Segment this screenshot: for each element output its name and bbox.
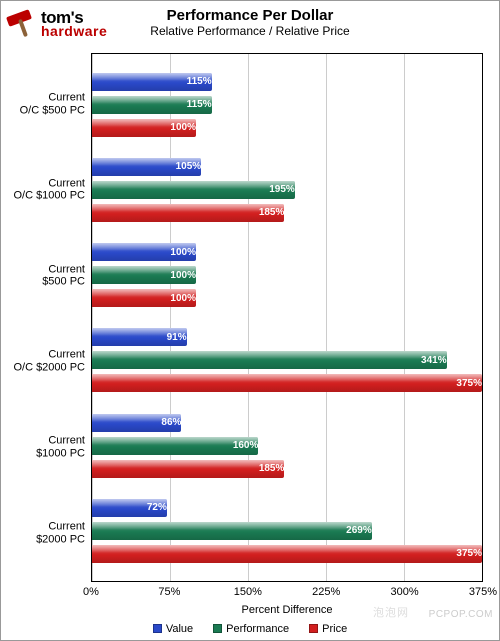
bar-row: 72%	[92, 499, 482, 517]
legend-item: Performance	[213, 623, 289, 635]
bar-value-label: 115%	[92, 73, 212, 91]
bar-value-label: 269%	[92, 522, 372, 540]
bar-row: 100%	[92, 243, 482, 261]
bar-group: 100% 100% 100%	[92, 240, 482, 309]
legend-swatch	[153, 624, 162, 633]
bar-value-label: 86%	[92, 414, 181, 432]
x-tick-label: 225%	[312, 586, 340, 598]
legend-item: Value	[153, 623, 193, 635]
bar-group: 115% 115% 100%	[92, 70, 482, 139]
y-tick-label: Current$500 PC	[1, 263, 89, 288]
bar-value-label: 185%	[92, 460, 284, 478]
legend-label: Value	[166, 623, 193, 635]
bar-row: 341%	[92, 351, 482, 369]
bar-value-label: 72%	[92, 499, 167, 517]
x-tick-label: 0%	[83, 586, 99, 598]
legend: Value Performance Price	[1, 623, 499, 637]
bar-value-label: 100%	[92, 119, 196, 137]
bar-row: 105%	[92, 158, 482, 176]
y-tick-label: CurrentO/C $500 PC	[1, 91, 89, 116]
bar-row: 86%	[92, 414, 482, 432]
legend-item: Price	[309, 623, 347, 635]
bar-value-label: 100%	[92, 243, 196, 261]
chart-frame: tom's hardware Performance Per Dollar Re…	[0, 0, 500, 641]
bar-row: 195%	[92, 181, 482, 199]
legend-swatch	[309, 624, 318, 633]
plot-area: 115% 115% 100% 105% 195% 185% 100% 100% 100% 91% 3…	[91, 53, 483, 582]
x-axis: 0%75%150%225%300%375%	[91, 584, 483, 600]
bar-value-label: 195%	[92, 181, 295, 199]
bar-row: 160%	[92, 437, 482, 455]
bar-value-label: 341%	[92, 351, 447, 369]
bar-row: 375%	[92, 374, 482, 392]
bar-row: 115%	[92, 73, 482, 91]
x-axis-label: Percent Difference	[91, 604, 483, 616]
bar-group: 86% 160% 185%	[92, 411, 482, 480]
bar-row: 100%	[92, 119, 482, 137]
bar-group: 105% 195% 185%	[92, 155, 482, 224]
bar-value-label: 91%	[92, 328, 187, 346]
bar-row: 375%	[92, 545, 482, 563]
logo-text-bottom: hardware	[41, 24, 107, 38]
bar-group: 72% 269% 375%	[92, 496, 482, 565]
brand-logo: tom's hardware	[5, 7, 107, 43]
bar-value-label: 160%	[92, 437, 258, 455]
hammer-icon	[5, 7, 41, 43]
bar-row: 269%	[92, 522, 482, 540]
bar-value-label: 100%	[92, 266, 196, 284]
x-tick-label: 150%	[234, 586, 262, 598]
x-tick-label: 300%	[391, 586, 419, 598]
x-tick-label: 375%	[469, 586, 497, 598]
y-tick-label: Current$2000 PC	[1, 520, 89, 545]
legend-label: Price	[322, 623, 347, 635]
bar-row: 91%	[92, 328, 482, 346]
bar-value-label: 105%	[92, 158, 201, 176]
bar-row: 100%	[92, 266, 482, 284]
y-tick-label: CurrentO/C $1000 PC	[1, 177, 89, 202]
bar-value-label: 375%	[92, 545, 482, 563]
y-tick-label: CurrentO/C $2000 PC	[1, 349, 89, 374]
bar-group: 91% 341% 375%	[92, 325, 482, 394]
bar-value-label: 115%	[92, 96, 212, 114]
bar-row: 185%	[92, 204, 482, 222]
bar-value-label: 185%	[92, 204, 284, 222]
legend-swatch	[213, 624, 222, 633]
bar-row: 100%	[92, 289, 482, 307]
bar-value-label: 375%	[92, 374, 482, 392]
y-tick-label: Current$1000 PC	[1, 435, 89, 460]
legend-label: Performance	[226, 623, 289, 635]
bar-row: 185%	[92, 460, 482, 478]
x-tick-label: 75%	[158, 586, 180, 598]
bar-row: 115%	[92, 96, 482, 114]
bar-value-label: 100%	[92, 289, 196, 307]
